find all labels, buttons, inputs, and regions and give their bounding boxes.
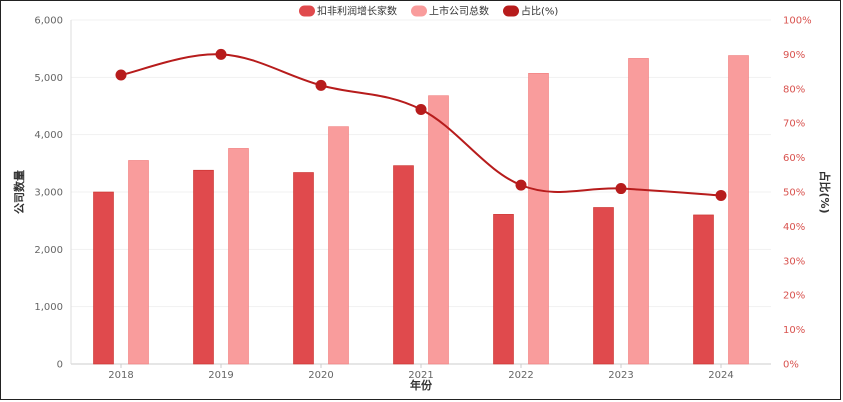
left-axis-ticks: 0 1,000 2,000 3,000 4,000 5,000 6,000	[34, 16, 63, 371]
y-tick-label: 4,000	[34, 130, 63, 141]
ratio-point	[215, 48, 227, 60]
bars	[93, 55, 749, 365]
y2-tick-label: 20%	[783, 291, 805, 302]
x-axis-ticks: 2018 2019 2020 2021 2022 2023 2024	[108, 364, 734, 381]
y2-axis-title: 占比(%)	[818, 170, 832, 213]
y-tick-label: 6,000	[34, 16, 63, 27]
legend-swatch	[299, 5, 315, 17]
ratio-point	[515, 179, 527, 191]
y-tick-label: 1,000	[34, 302, 63, 313]
x-tick-label: 2020	[308, 370, 333, 381]
legend-swatch	[503, 5, 519, 17]
bar	[428, 95, 449, 365]
y2-tick-label: 50%	[783, 188, 805, 199]
bar	[393, 165, 414, 365]
bar	[93, 191, 114, 365]
x-tick-label: 2019	[208, 370, 233, 381]
y2-tick-label: 90%	[783, 50, 805, 61]
y-axis-title: 公司数量	[12, 170, 26, 214]
bar	[493, 214, 514, 365]
ratio-point	[715, 189, 727, 201]
legend-label: 扣非利润增长家数	[317, 5, 397, 18]
y2-tick-label: 10%	[783, 325, 805, 336]
bar	[528, 73, 549, 365]
y2-tick-label: 0%	[783, 360, 799, 371]
bar	[228, 148, 249, 365]
ratio-point	[415, 103, 427, 115]
bar	[628, 58, 649, 365]
y2-tick-label: 30%	[783, 256, 805, 267]
bar	[693, 214, 714, 365]
legend[interactable]: 扣非利润增长家数 上市公司总数 占比(%)	[299, 5, 558, 18]
y-tick-label: 2,000	[34, 245, 63, 256]
y-tick-label: 5,000	[34, 73, 63, 84]
y2-tick-label: 100%	[783, 16, 812, 27]
y2-tick-label: 60%	[783, 153, 805, 164]
x-tick-label: 2023	[608, 370, 633, 381]
ratio-point	[615, 183, 627, 195]
x-tick-label: 2021	[408, 370, 433, 381]
bar	[728, 55, 749, 365]
y2-tick-label: 70%	[783, 119, 805, 130]
bar	[193, 169, 214, 365]
bar	[293, 172, 314, 365]
y2-tick-label: 40%	[783, 222, 805, 233]
x-tick-label: 2018	[108, 370, 133, 381]
bar	[128, 160, 149, 365]
legend-label: 上市公司总数	[429, 5, 489, 18]
y2-tick-label: 80%	[783, 84, 805, 95]
x-tick-label: 2024	[708, 370, 733, 381]
ratio-point	[115, 69, 127, 81]
y-tick-label: 0	[57, 360, 63, 371]
y-tick-label: 3,000	[34, 188, 63, 199]
x-axis-title: 年份	[410, 378, 433, 392]
legend-swatch	[411, 5, 427, 17]
ratio-point	[315, 79, 327, 91]
bar	[593, 207, 614, 365]
x-tick-label: 2022	[508, 370, 533, 381]
grid-lines	[70, 19, 771, 365]
legend-label: 占比(%)	[521, 5, 558, 18]
ratio-line	[115, 48, 727, 201]
right-axis-ticks: 0% 10% 20% 30% 40% 50% 60% 70% 80% 90% 100%	[783, 16, 812, 371]
bar	[328, 126, 349, 365]
